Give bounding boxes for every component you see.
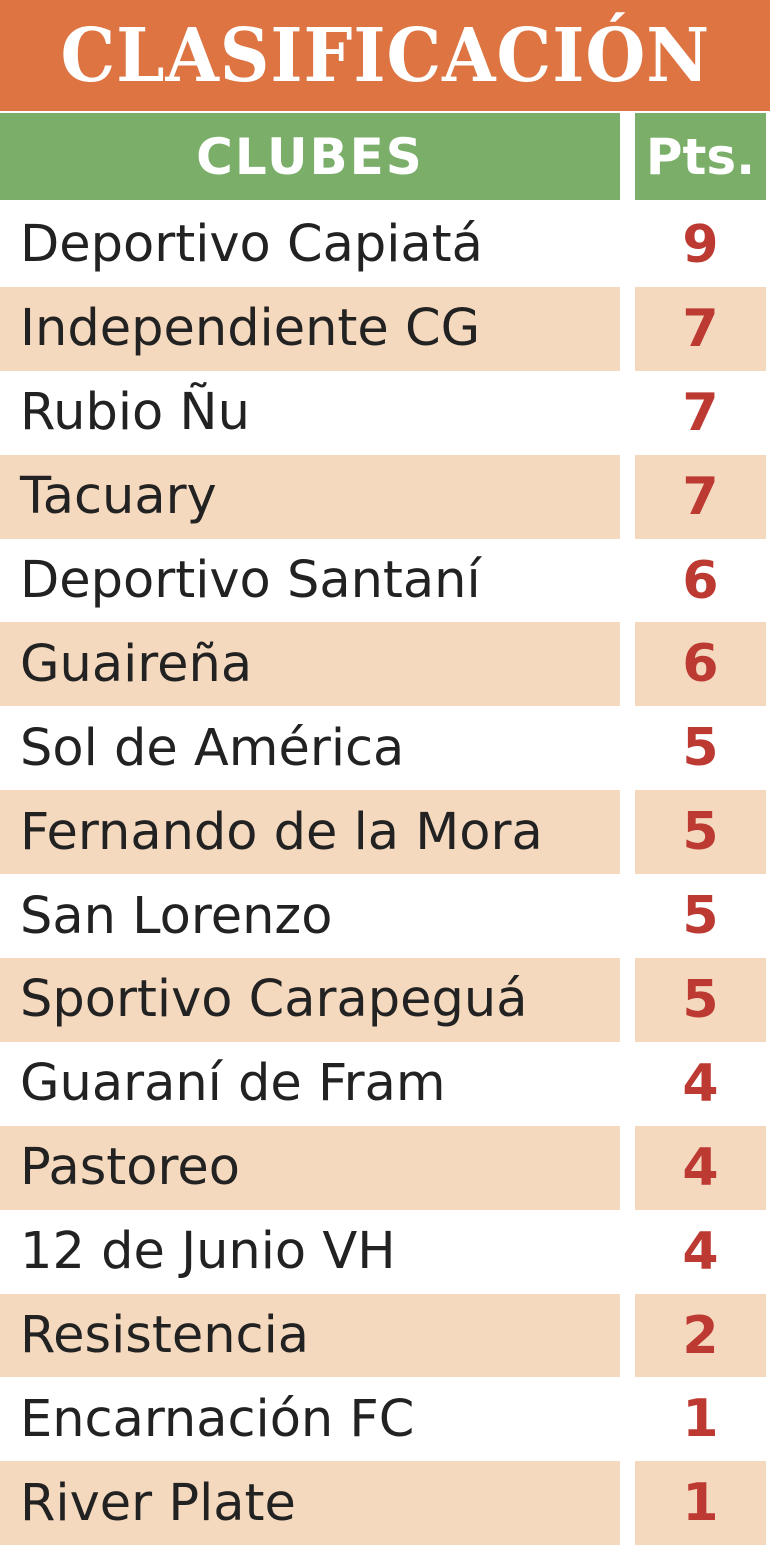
table-row: Fernando de la Mora 5 — [0, 790, 770, 875]
table-row: Tacuary 7 — [0, 454, 770, 539]
club-points: 9 — [682, 214, 719, 275]
club-points: 4 — [635, 1125, 766, 1210]
club-name: 12 de Junio VH — [20, 1222, 396, 1282]
column-header-points: Pts. — [635, 113, 766, 200]
table-body: Deportivo Capiatá 9 Independiente CG 7 R… — [0, 203, 770, 1545]
table-row: River Plate 1 — [0, 1461, 770, 1545]
table-row: Rubio Ñu 7 — [0, 371, 770, 455]
club-points: 2 — [635, 1293, 766, 1378]
table-row: Guaireña 6 — [0, 622, 770, 707]
table-row: San Lorenzo 5 — [0, 874, 770, 958]
club-points: 1 — [635, 1461, 766, 1545]
club-name: San Lorenzo — [20, 886, 333, 946]
table-row: Guaraní de Fram 4 — [0, 1042, 770, 1126]
club-points: 6 — [635, 622, 766, 707]
table-row: Resistencia 2 — [0, 1293, 770, 1378]
club-points: 7 — [682, 382, 719, 443]
club-name: Rubio Ñu — [20, 383, 250, 443]
club-name: Tacuary — [0, 454, 620, 539]
club-name: Guaraní de Fram — [20, 1054, 446, 1114]
table-row: Pastoreo 4 — [0, 1125, 770, 1210]
club-name: Sol de América — [20, 718, 405, 778]
club-points: 5 — [635, 790, 766, 875]
club-name: Sportivo Carapeguá — [0, 958, 620, 1042]
club-points: 4 — [682, 1053, 719, 1114]
club-name: Deportivo Santaní — [20, 551, 481, 610]
club-points: 7 — [635, 454, 766, 539]
club-name: Guaireña — [0, 622, 620, 707]
table-row: Deportivo Capiatá 9 — [0, 203, 770, 287]
club-points: 1 — [682, 1389, 719, 1450]
club-name: River Plate — [0, 1461, 620, 1545]
column-header-clubs: CLUBES — [0, 113, 620, 200]
club-name: Encarnación FC — [20, 1389, 415, 1449]
club-name: Resistencia — [0, 1293, 620, 1378]
table-row: 12 de Junio VH 4 — [0, 1210, 770, 1294]
club-points: 5 — [635, 958, 766, 1042]
club-name: Pastoreo — [0, 1125, 620, 1210]
page-title: CLASIFICACIÓN — [60, 12, 710, 99]
club-points: 5 — [682, 886, 719, 947]
table-row: Sol de América 5 — [0, 706, 770, 790]
club-points: 7 — [635, 286, 766, 371]
club-name: Independiente CG — [0, 286, 620, 371]
club-points: 6 — [682, 550, 719, 611]
table-row: Encarnación FC 1 — [0, 1377, 770, 1461]
table-row: Deportivo Santaní 6 — [0, 539, 770, 623]
table-header: CLUBES Pts. — [0, 113, 770, 200]
club-points: 5 — [682, 718, 719, 779]
table-row: Independiente CG 7 — [0, 286, 770, 371]
table-row: Sportivo Carapeguá 5 — [0, 958, 770, 1042]
club-name: Fernando de la Mora — [0, 790, 620, 875]
title-bar: CLASIFICACIÓN — [0, 0, 770, 111]
club-points: 4 — [682, 1221, 719, 1282]
club-name: Deportivo Capiatá — [20, 215, 483, 275]
